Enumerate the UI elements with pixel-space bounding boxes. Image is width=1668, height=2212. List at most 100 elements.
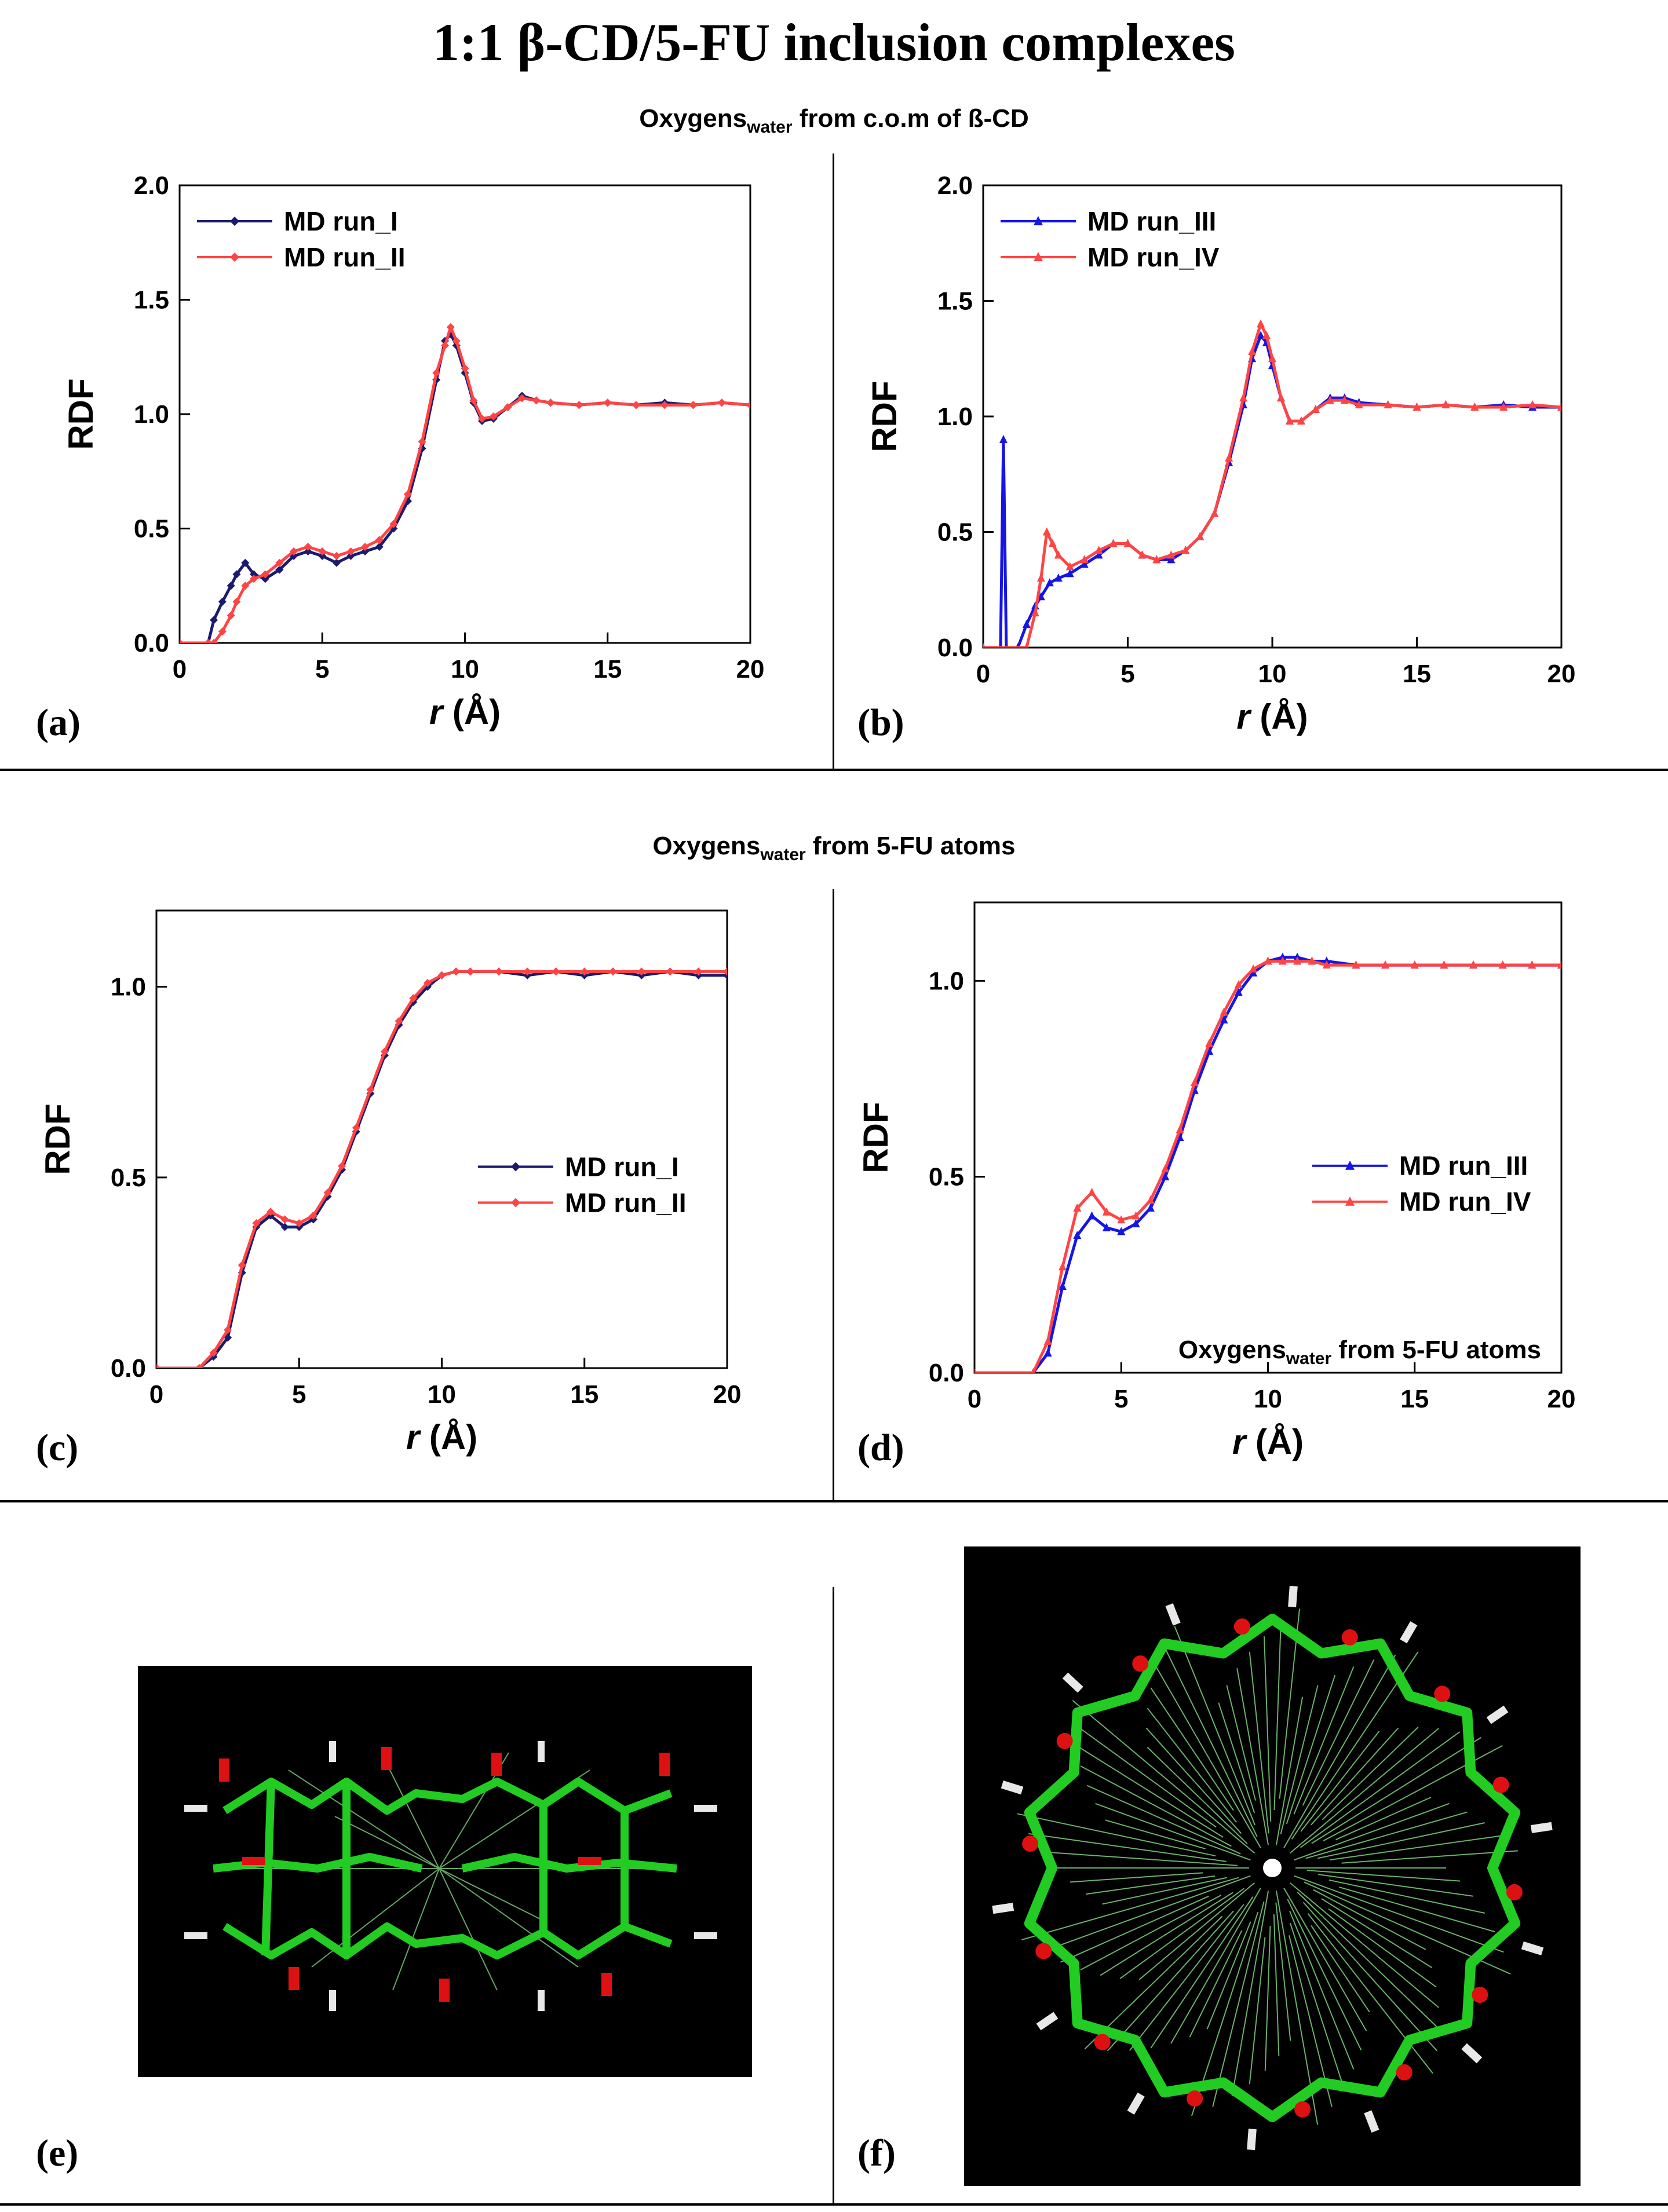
section-title-com-rest: from c.o.m of ß-CD [792,104,1029,133]
data-point-b-1 [1248,347,1257,356]
data-point-d-1 [1381,960,1390,969]
hbond-line [1105,1819,1206,1849]
hbond-line [1280,1685,1319,1835]
divider-col-1 [833,153,834,769]
data-point-b-1 [1024,643,1029,648]
data-point-b-0 [999,434,1008,443]
top-view-oxygen-atoms [1022,1618,1523,2118]
section-title-5fu-rest: from 5-FU atoms [805,832,1016,860]
data-point-a-1 [375,536,384,544]
hbond-line [1150,1687,1234,1811]
data-point-a-1 [717,398,726,407]
side-view-hydrogen-atoms [184,1741,717,2011]
data-point-a-1 [532,396,541,405]
y-axis-label-d: RDF [856,1102,895,1173]
x-tick-label-d: 20 [1547,1385,1576,1413]
divider-row-3 [0,2203,1668,2206]
data-point-d-0 [1073,1231,1082,1240]
oxygen-atom [1233,1618,1250,1635]
hydrogen-atom [1127,2092,1145,2115]
section-title-5fu: Oxygenswater from 5-FU atoms [0,832,1668,865]
data-point-a-1 [218,627,227,636]
x-tick-label-c: 15 [570,1380,598,1409]
data-point-a-1 [275,558,284,567]
hbond-line [1060,1895,1209,1963]
hbond-line [1300,1730,1380,1832]
divider-row-1 [0,769,1668,771]
x-tick-label-d: 10 [1254,1385,1282,1413]
hbond-line [1236,1668,1269,1845]
data-point-a-1 [441,341,450,350]
oxygen-atom [1132,1655,1149,1672]
hbond-line [1264,1636,1272,1822]
section-title-com-sub: water [747,117,793,137]
legend-marker-d-1 [1345,1196,1355,1206]
data-point-a-1 [404,490,412,499]
oxygen-atom [1434,1685,1451,1702]
data-point-b-1 [1470,403,1479,411]
hbond-line [1275,1902,1291,2041]
x-tick-label-b: 20 [1547,660,1576,688]
x-tick-label-c: 0 [149,1380,163,1409]
hbond-line [1017,1813,1216,1857]
hbond-line [1145,1727,1242,1834]
data-point-d-1 [1220,1007,1228,1016]
chart-a: 0 5 10 15 20 0.0 0.5 1.0 1.5 2.0 r (Å) RDF MD run_I M… [61,171,764,732]
oxygen-atom [1022,1836,1039,1852]
hbond-line [1231,1891,1269,2097]
x-axis-label-a: r (Å) [429,693,501,732]
data-point-c-1 [437,971,446,979]
data-point-d-1 [1132,1211,1140,1220]
data-point-b-0 [1094,550,1103,559]
series-line-b-0 [983,334,1561,648]
y-tick-label-c: 0.0 [111,1354,146,1383]
oxygen-atom [1294,2101,1311,2118]
top-view-carbon-ring [1024,1614,1521,2122]
data-point-b-1 [1054,550,1063,559]
data-point-c-1 [280,1215,289,1224]
hbond-line [1305,1811,1468,1859]
data-point-d-1 [1087,1187,1096,1196]
hydrogen-atom [1486,1705,1509,1724]
data-point-d-1 [1102,1207,1111,1216]
legend-label-b-1: MD run_IV [1087,242,1220,272]
hydrogen-atom [992,1903,1014,1914]
y-tick-label-a: 1.5 [134,286,169,315]
data-point-b-1 [1036,573,1045,582]
hbond-line [1300,1731,1461,1848]
y-tick-label-a: 0.5 [134,515,169,543]
x-tick-label-d: 0 [968,1385,981,1413]
data-point-b-1 [1285,416,1294,425]
data-point-a-1 [227,611,235,620]
data-point-a-1 [432,368,441,377]
data-point-b-1 [1355,400,1363,409]
oxygen-atom [1035,1943,1052,1959]
data-point-c-1 [156,1364,160,1368]
legend-label-c-0: MD run_I [565,1151,679,1182]
hbond-line [1293,1666,1355,1815]
data-point-b-1 [1210,509,1219,517]
y-axis-label-c: RDF [38,1103,77,1175]
hbond-line [1317,1822,1485,1859]
data-point-c-1 [395,1017,403,1025]
data-point-b-1 [1311,405,1320,414]
data-point-d-1 [974,1368,977,1373]
data-point-a-0 [210,616,218,624]
hydrogen-atom [1521,1941,1544,1955]
annotation-main-d: Oxygens [1178,1336,1286,1364]
data-point-c-1 [252,1219,261,1227]
hydrogen-atom [1036,2012,1059,2031]
hbond-line [1313,1889,1426,1950]
data-point-a-0 [304,547,312,555]
hbond-line [1075,1745,1224,1838]
hbond-line [1086,1875,1216,1895]
data-point-a-0 [261,575,269,583]
hbond-line [1283,1654,1396,1848]
data-point-d-1 [1528,960,1536,969]
divider-col-3 [833,1587,834,2203]
oxygen-atom [1094,2034,1111,2050]
oxygen-atom [1396,2064,1412,2081]
hbond-line [1311,1925,1370,2013]
hbond-line [1289,1922,1345,2089]
